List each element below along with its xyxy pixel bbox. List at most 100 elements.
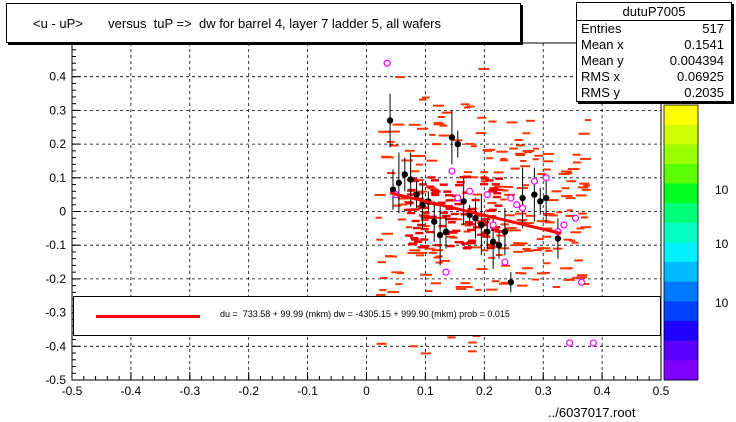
hist-cell — [428, 215, 437, 219]
hist-cell — [427, 187, 437, 190]
hist-cell — [408, 123, 421, 126]
hist-cell — [420, 238, 429, 241]
legend-line-swatch — [96, 315, 200, 318]
hist-cell — [467, 208, 476, 211]
profile-point — [431, 218, 438, 225]
hist-cell — [464, 221, 473, 224]
hist-cell — [415, 154, 426, 157]
hist-cell — [406, 208, 415, 211]
hist-cell — [433, 121, 443, 124]
hist-cell — [404, 149, 415, 152]
profile-point — [413, 191, 420, 198]
hist-cell — [575, 194, 587, 197]
stats-name: dutuP7005 — [577, 3, 731, 21]
hist-cell — [578, 132, 590, 135]
hist-cell — [385, 255, 393, 258]
hist-cell — [395, 76, 405, 79]
hist-cell — [468, 341, 477, 344]
hist-cell — [425, 247, 435, 250]
hist-cell — [486, 157, 494, 160]
hist-cell — [425, 290, 433, 293]
hist-cell — [397, 272, 404, 275]
hist-cell — [488, 208, 497, 212]
x-tick-label: -0.3 — [179, 384, 200, 398]
colorbar-frame — [663, 104, 699, 381]
x-tick-label: 0.2 — [476, 384, 493, 398]
hist-cell — [558, 172, 570, 175]
hist-cell — [417, 127, 429, 130]
colorbar-cell — [664, 281, 698, 302]
hist-cell — [522, 132, 531, 135]
x-tick-label: -0.5 — [62, 384, 83, 398]
hist-cell — [580, 226, 591, 229]
hist-cell — [480, 177, 489, 180]
hist-cell — [475, 288, 482, 291]
hist-cell — [410, 170, 420, 173]
hist-cell — [496, 234, 505, 237]
open-point — [560, 221, 568, 229]
hist-cell — [415, 163, 424, 166]
hist-cell — [522, 222, 534, 225]
y-tick-label: 0.4 — [49, 70, 66, 84]
open-point — [465, 187, 474, 195]
legend-text: du = 733.58 + 99.99 (mkm) dw = -4305.15 … — [220, 309, 510, 319]
hist-cell — [381, 156, 394, 159]
hist-cell — [397, 218, 406, 221]
hist-cell — [405, 234, 414, 237]
hist-cell — [577, 274, 588, 277]
hist-cell — [412, 226, 421, 230]
hist-cell — [432, 190, 441, 193]
open-point — [483, 191, 491, 199]
hist-cell — [515, 154, 526, 157]
profile-point — [386, 117, 394, 124]
hist-cell — [496, 150, 508, 153]
hist-cell — [430, 179, 439, 182]
hist-cell — [409, 345, 418, 348]
hist-cell — [581, 282, 590, 285]
hist-cell — [405, 201, 414, 205]
hist-cell — [506, 121, 518, 124]
hist-cell — [442, 214, 451, 218]
hist-cell — [534, 154, 544, 157]
hist-cell — [499, 159, 509, 162]
open-point — [571, 214, 580, 222]
hist-cell — [548, 214, 558, 217]
hist-cell — [468, 239, 477, 242]
x-tick-label: 0.4 — [594, 384, 611, 398]
hist-cell — [379, 289, 387, 292]
profile-point — [531, 191, 538, 198]
hist-cell — [439, 124, 448, 127]
hist-cell — [461, 242, 470, 245]
y-tick-label: 0.3 — [49, 103, 66, 117]
hist-cell — [389, 144, 399, 147]
profile-point — [507, 279, 515, 286]
y-tick-label: 0.2 — [49, 137, 66, 151]
hist-cell — [477, 116, 487, 119]
hist-cell — [450, 212, 459, 216]
hist-cell — [391, 271, 403, 274]
open-point — [454, 194, 462, 202]
hist-cell — [407, 211, 416, 215]
hist-cell — [422, 96, 430, 99]
hist-cell — [381, 130, 390, 133]
hist-cell — [525, 214, 536, 217]
hist-cell — [420, 216, 429, 219]
hist-cell — [503, 185, 513, 188]
hist-cell — [521, 267, 533, 270]
hist-cell — [409, 249, 421, 252]
hist-cell — [466, 228, 475, 232]
hist-cell — [560, 170, 572, 173]
x-tick-label: 0.5 — [653, 384, 670, 398]
profile-point — [501, 228, 509, 235]
hist-cell — [581, 188, 591, 191]
hist-cell — [387, 291, 400, 294]
hist-cell — [388, 130, 400, 133]
hist-cell — [572, 276, 583, 279]
stats-value: 0.004394 — [669, 53, 724, 68]
hist-cell — [572, 153, 581, 156]
hist-cell — [375, 216, 382, 219]
open-point — [589, 339, 597, 347]
hist-cell — [452, 229, 461, 233]
colorbar-cell — [664, 144, 698, 165]
hist-cell — [471, 246, 482, 249]
